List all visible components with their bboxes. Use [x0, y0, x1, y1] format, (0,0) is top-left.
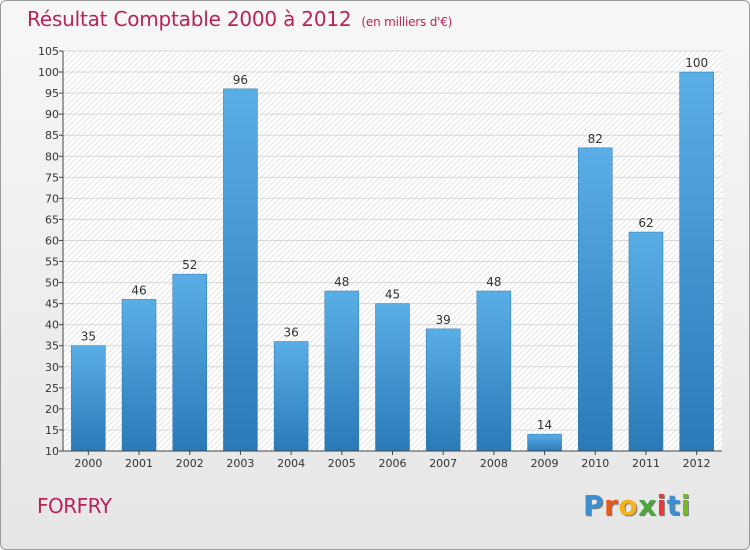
- data-label: 96: [233, 73, 248, 87]
- x-tick-label: 2006: [379, 457, 407, 470]
- logo-letter: i: [680, 489, 691, 522]
- y-tick-label: 30: [45, 361, 59, 374]
- bar: [172, 273, 207, 452]
- bar: [425, 328, 461, 452]
- y-tick-label: 15: [45, 424, 59, 437]
- commune-name: FORFRY: [37, 494, 112, 518]
- y-tick-label: 90: [45, 108, 59, 121]
- x-tick-label: 2011: [632, 457, 660, 470]
- y-tick-label: 95: [45, 87, 59, 100]
- x-tick-label: 2002: [176, 457, 204, 470]
- logo-letter: r: [604, 489, 619, 522]
- data-label: 36: [283, 326, 298, 340]
- y-tick-label: 100: [38, 66, 59, 79]
- chart-title-unit: (en milliers d'€): [361, 15, 453, 29]
- bar: [578, 147, 613, 452]
- y-tick-label: 20: [45, 403, 59, 416]
- y-tick-label: 55: [45, 256, 59, 269]
- bar: [375, 303, 410, 452]
- y-tick-label: 25: [45, 382, 59, 395]
- y-tick-label: 105: [38, 45, 59, 58]
- x-tick-label: 2012: [683, 457, 711, 470]
- chart-title-main: Résultat Comptable 2000 à 2012: [27, 7, 352, 31]
- data-label: 45: [385, 288, 400, 302]
- y-tick-label: 65: [45, 213, 59, 226]
- data-label: 46: [131, 283, 146, 297]
- data-label: 48: [486, 275, 501, 289]
- x-tick-label: 2008: [480, 457, 508, 470]
- bar: [71, 345, 106, 452]
- data-label: 82: [588, 132, 603, 146]
- bar: [628, 231, 664, 452]
- y-tick-label: 75: [45, 171, 59, 184]
- y-tick-label: 35: [45, 340, 59, 353]
- bar: [273, 341, 309, 452]
- x-tick-label: 2005: [328, 457, 356, 470]
- x-tick-label: 2000: [74, 457, 102, 470]
- y-tick-label: 50: [45, 277, 59, 290]
- data-label: 48: [334, 275, 349, 289]
- bar: [121, 299, 157, 452]
- y-tick-label: 60: [45, 234, 59, 247]
- x-tick-label: 2003: [226, 457, 254, 470]
- y-tick-label: 80: [45, 150, 59, 163]
- data-label: 62: [638, 216, 653, 230]
- x-tick-label: 2001: [125, 457, 153, 470]
- data-label: 14: [537, 418, 552, 432]
- bar: [223, 88, 258, 452]
- data-label: 100: [685, 56, 708, 70]
- bar: [476, 290, 512, 452]
- y-tick-label: 10: [45, 445, 59, 458]
- x-tick-label: 2007: [429, 457, 457, 470]
- data-label: 39: [436, 313, 451, 327]
- logo-letter: o: [618, 489, 639, 522]
- logo-letter: i: [656, 489, 667, 522]
- bar: [324, 290, 360, 452]
- bar: [679, 71, 714, 452]
- proxiti-logo: Proxiti: [583, 489, 691, 522]
- y-tick-label: 45: [45, 298, 59, 311]
- logo-letter: x: [638, 489, 657, 522]
- y-tick-label: 40: [45, 319, 59, 332]
- x-tick-label: 2010: [581, 457, 609, 470]
- logo-letter: t: [666, 489, 681, 522]
- logo-letter: P: [583, 489, 605, 522]
- bar: [527, 433, 562, 452]
- y-tick-label: 85: [45, 129, 59, 142]
- data-label: 52: [182, 258, 197, 272]
- x-tick-label: 2009: [531, 457, 559, 470]
- data-label: 35: [81, 330, 96, 344]
- y-tick-label: 70: [45, 192, 59, 205]
- chart-title: Résultat Comptable 2000 à 2012 (en millie…: [27, 7, 452, 31]
- x-tick-label: 2004: [277, 457, 305, 470]
